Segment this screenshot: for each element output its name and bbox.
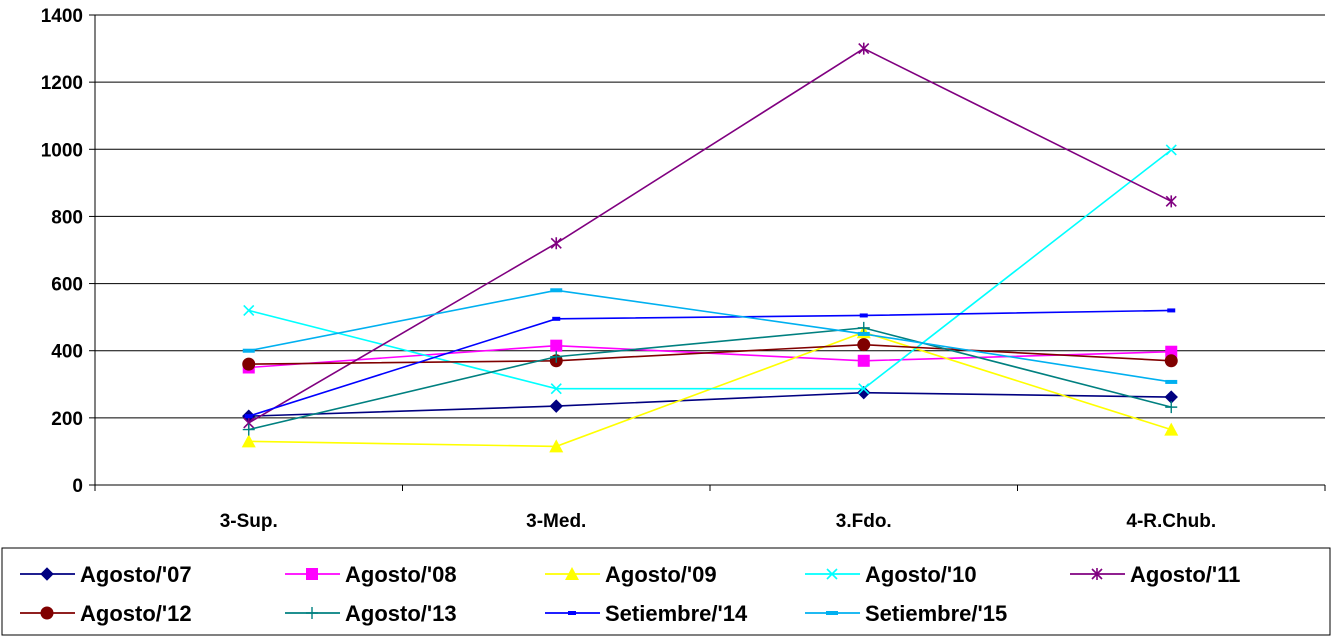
series-line [248, 327, 1172, 431]
data-point [549, 399, 563, 413]
legend-item: Agosto/'08 [285, 562, 457, 587]
x-tick-label: 4-R.Chub. [1126, 511, 1216, 532]
gridlines [89, 14, 1325, 486]
data-point [241, 434, 256, 448]
legend-box [1, 547, 1331, 636]
data-point [1165, 144, 1177, 156]
series-group [242, 385, 1178, 423]
data-point [242, 348, 255, 353]
y-tick-label: 200 [51, 409, 83, 430]
series-line [248, 47, 1172, 424]
data-point [549, 439, 564, 453]
legend-label: Agosto/'08 [345, 562, 457, 587]
data-point [857, 331, 870, 336]
data-point [858, 42, 870, 55]
series-line [248, 309, 1172, 417]
y-tick-label: 400 [51, 342, 83, 363]
legend-item: Setiembre/'14 [545, 601, 748, 626]
legend: Agosto/'07 Agosto/'08 Agosto/'09 Agosto/'10… [1, 547, 1331, 636]
data-point [565, 567, 579, 580]
data-point [857, 354, 870, 367]
series-group [243, 144, 1177, 395]
data-point [568, 611, 576, 615]
series-line [248, 344, 1172, 369]
data-point [242, 357, 256, 371]
data-point [40, 567, 54, 581]
data-point [1165, 345, 1178, 358]
y-tick-label: 800 [51, 207, 83, 228]
y-tick-label: 1200 [41, 73, 83, 94]
legend-label: Agosto/'11 [1130, 562, 1240, 587]
series-line [248, 343, 1172, 365]
data-point [1164, 354, 1178, 368]
x-tick-label: 3-Sup. [220, 511, 278, 532]
series-line [248, 289, 1172, 383]
data-point [859, 313, 868, 318]
data-point [244, 414, 253, 419]
data-point [826, 568, 838, 580]
data-point [40, 606, 54, 620]
y-tick-label: 600 [51, 275, 83, 296]
data-point [306, 607, 318, 619]
data-point [242, 423, 255, 436]
legend-label: Agosto/'09 [605, 562, 717, 587]
data-point [306, 568, 318, 580]
legend-item: Agosto/'10 [805, 562, 977, 587]
data-point [826, 611, 838, 615]
legend-item: Agosto/'13 [285, 601, 457, 626]
data-point [243, 304, 255, 316]
data-point [1091, 568, 1103, 580]
series-lines [241, 42, 1179, 453]
legend-item: Agosto/'07 [20, 562, 192, 587]
y-tick-label: 1000 [41, 140, 83, 161]
data-point [1167, 308, 1176, 313]
y-tick-label: 1400 [41, 6, 83, 27]
series-group [242, 288, 1178, 384]
data-point [1165, 401, 1178, 414]
x-tick-label: 3.Fdo. [836, 511, 892, 532]
legend-label: Setiembre/'15 [865, 601, 1007, 626]
series-line [248, 149, 1172, 390]
data-point [550, 237, 562, 250]
data-point [1165, 195, 1177, 208]
legend-item: Agosto/'11 [1070, 562, 1240, 587]
series-group [243, 42, 1177, 429]
data-point [1165, 379, 1178, 384]
legend-item: Setiembre/'15 [805, 601, 1007, 626]
legend-item: Agosto/'09 [545, 562, 717, 587]
series-line [248, 391, 1172, 417]
series-group [242, 338, 1178, 371]
data-point [857, 321, 870, 334]
x-tick-labels: 3-Sup. 3-Med. 3.Fdo. 4-R.Chub. [94, 485, 1326, 532]
y-tick-label: 0 [72, 476, 83, 497]
legend-item: Agosto/'12 [20, 601, 192, 626]
series-group [244, 308, 1176, 419]
legend-label: Agosto/'10 [865, 562, 977, 587]
legend-label: Agosto/'12 [80, 601, 192, 626]
legend-label: Agosto/'13 [345, 601, 457, 626]
legend-label: Agosto/'07 [80, 562, 192, 587]
data-point [550, 339, 563, 352]
data-point [857, 338, 871, 352]
data-point [550, 288, 563, 293]
data-point [552, 316, 561, 321]
data-point [550, 350, 563, 363]
x-tick-label: 3-Med. [526, 511, 586, 532]
data-point [1164, 422, 1179, 436]
data-point [550, 383, 562, 395]
legend-label: Setiembre/'14 [605, 601, 748, 626]
data-point [857, 385, 871, 400]
y-tick-labels: 0 200 400 600 800 1000 1200 1400 [41, 6, 83, 497]
series-group [242, 321, 1178, 436]
data-point [858, 383, 870, 395]
